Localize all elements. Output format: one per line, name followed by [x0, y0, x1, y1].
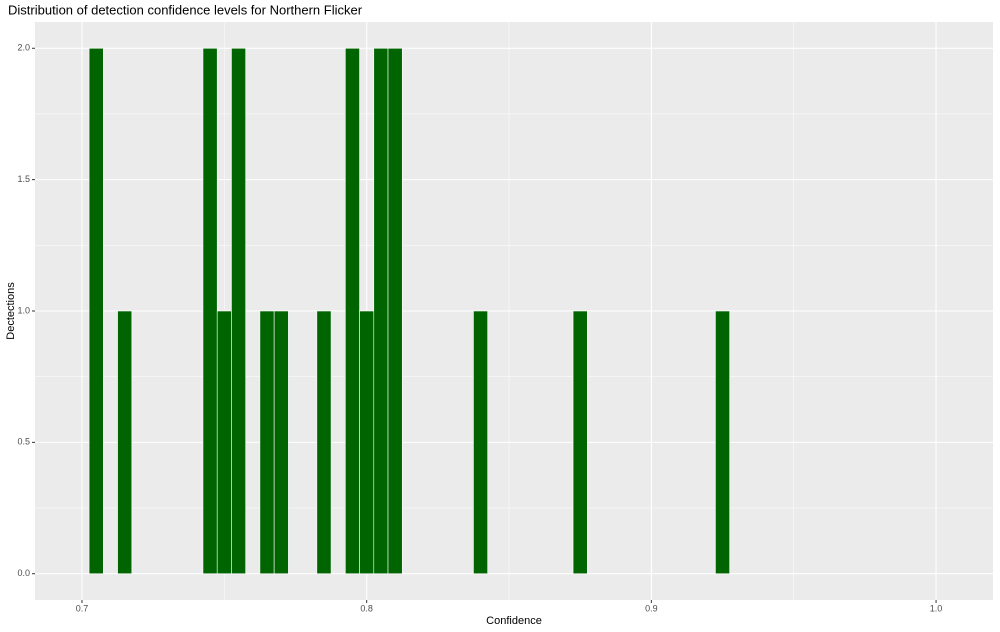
bar	[88, 47, 104, 575]
chart-title: Distribution of detection confidence lev…	[8, 2, 363, 17]
y-tick-label: 0.5	[17, 437, 30, 447]
x-axis-label: Confidence	[486, 615, 542, 627]
bar	[273, 310, 289, 575]
bar	[359, 310, 375, 575]
bar	[202, 47, 218, 575]
bar	[316, 310, 332, 575]
bar	[117, 310, 133, 575]
x-tick-label: 0.9	[645, 603, 658, 613]
bar	[259, 310, 275, 575]
y-tick-label: 1.5	[17, 174, 30, 184]
y-tick-label: 0.0	[17, 568, 30, 578]
bar	[345, 47, 360, 575]
x-tick-label: 0.8	[360, 603, 373, 613]
bar	[715, 310, 730, 575]
bar	[231, 47, 246, 575]
y-axis-label: Dectections	[5, 282, 17, 340]
bar	[373, 47, 389, 575]
bar	[473, 310, 488, 575]
y-tick-label: 1.0	[17, 305, 30, 315]
bar	[387, 47, 403, 575]
bar	[216, 310, 232, 575]
bar	[572, 310, 588, 575]
y-tick-label: 2.0	[17, 43, 30, 53]
x-tick-label: 1.0	[930, 603, 943, 613]
x-tick-label: 0.7	[76, 603, 89, 613]
